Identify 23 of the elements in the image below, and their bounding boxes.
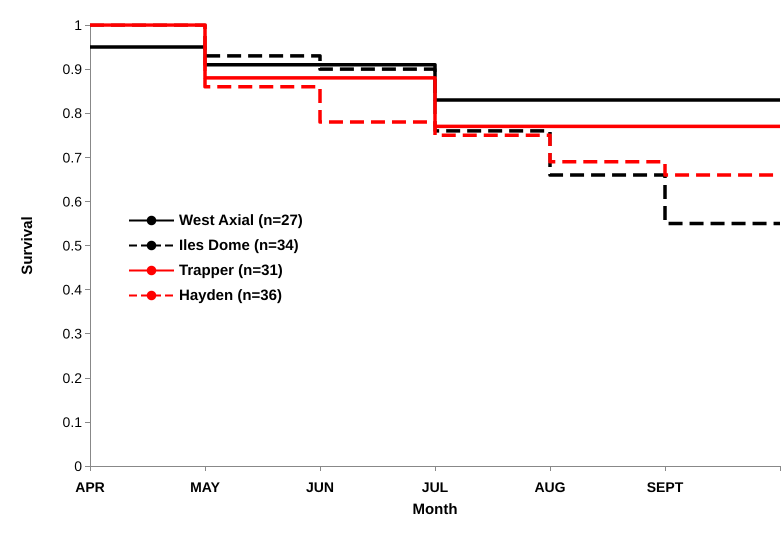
y-tick-label: 0.2	[62, 370, 82, 386]
legend-label: Iles Dome (n=34)	[179, 237, 299, 254]
legend-label: Trapper (n=31)	[179, 262, 283, 279]
x-tick-label: AUG	[534, 479, 566, 495]
y-tick-label: 0.7	[62, 149, 82, 166]
y-axis-title: Survival	[19, 216, 36, 275]
x-tick-label: MAY	[190, 479, 221, 495]
legend-label: Hayden (n=36)	[179, 287, 282, 304]
y-tick-label: 0.5	[62, 238, 82, 254]
y-tick-label: 0.9	[62, 61, 82, 78]
y-tick-label: 0.8	[62, 105, 82, 122]
x-tick-label: JUN	[306, 479, 334, 495]
legend-label: West Axial (n=27)	[179, 212, 303, 229]
y-tick-label: 0.3	[62, 326, 82, 342]
y-tick-label: 1	[74, 17, 82, 33]
y-tick-label: 0.6	[62, 193, 82, 210]
x-tick-label: JUL	[422, 479, 449, 495]
x-tick-label: APR	[75, 479, 105, 495]
y-tick-label: 0	[74, 458, 82, 474]
y-tick-label: 0.4	[62, 282, 82, 298]
x-tick-label: SEPT	[646, 479, 684, 495]
x-axis-title: Month	[412, 501, 458, 518]
y-tick-label: 0.1	[62, 414, 82, 430]
